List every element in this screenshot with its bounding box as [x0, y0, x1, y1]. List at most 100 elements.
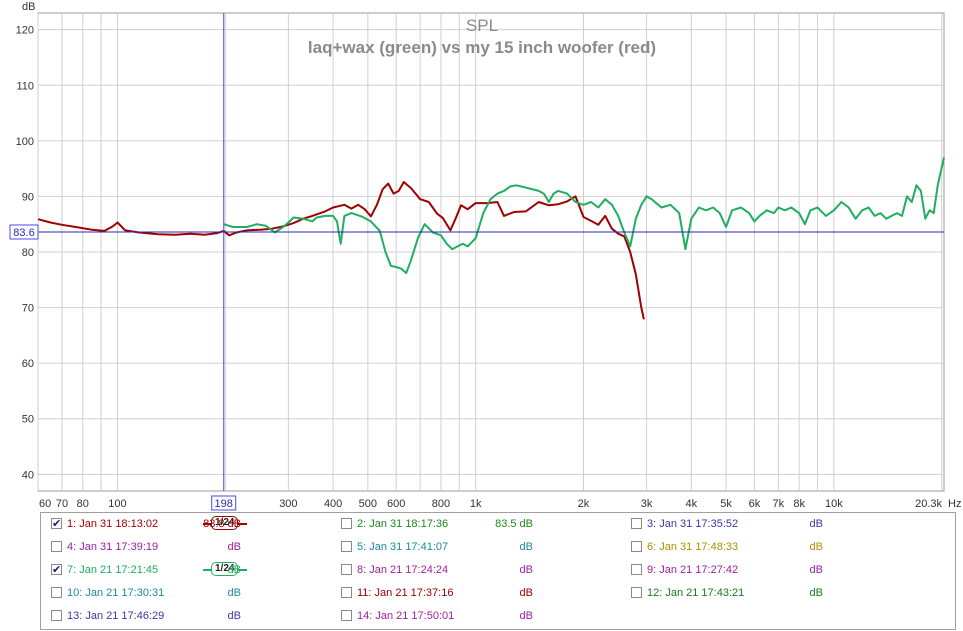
legend-item[interactable]: ✔ 9: Jan 21 17:27:42: [631, 561, 901, 579]
x-tick-label: 600: [387, 498, 405, 510]
legend-label[interactable]: 13: Jan 21 17:46:29: [67, 610, 165, 622]
legend-label[interactable]: 5: Jan 31 17:41:07: [357, 541, 449, 553]
legend-value: dB: [809, 541, 823, 553]
legend-checkbox[interactable]: ✔: [51, 564, 62, 576]
legend-checkbox[interactable]: ✔: [341, 564, 352, 575]
legend-item[interactable]: ✔ 2: Jan 31 18:17:36: [341, 515, 611, 533]
legend-item[interactable]: ✔ 1: Jan 31 18:13:02 1/24: [51, 515, 321, 533]
legend-checkbox[interactable]: ✔: [51, 610, 62, 621]
legend-label[interactable]: 11: Jan 21 17:37:16: [357, 587, 454, 599]
x-tick-label: 60: [39, 498, 51, 510]
x-tick-label: 300: [279, 498, 297, 510]
y-tick-label: 120: [16, 25, 34, 37]
x-tick-label: 500: [359, 498, 377, 510]
y-tick-label: 60: [22, 358, 34, 370]
smoothing-badge[interactable]: 1/24: [211, 562, 239, 576]
legend-checkbox[interactable]: ✔: [631, 587, 642, 598]
y-tick-label: 90: [22, 191, 34, 203]
cursor-x-box: [211, 495, 237, 511]
legend-item[interactable]: ✔ 8: Jan 21 17:24:24: [341, 561, 611, 579]
legend-item[interactable]: ✔ 6: Jan 31 17:48:33: [631, 538, 901, 556]
legend-label[interactable]: 3: Jan 31 17:35:52: [647, 518, 739, 530]
legend-label[interactable]: 14: Jan 21 17:50:01: [357, 610, 455, 622]
legend-line-swatch: [237, 569, 247, 571]
legend-value: dB: [809, 518, 823, 530]
legend-checkbox[interactable]: ✔: [51, 518, 62, 530]
legend-label[interactable]: 1: Jan 31 18:13:02: [67, 518, 159, 530]
legend-checkbox[interactable]: ✔: [51, 541, 62, 552]
legend-label[interactable]: 12: Jan 21 17:43:21: [647, 587, 745, 599]
legend-checkbox[interactable]: ✔: [341, 587, 352, 598]
y-tick-label: 50: [22, 414, 34, 426]
grid-lines: [37, 13, 944, 491]
y-tick-label: 80: [22, 247, 34, 259]
legend-value: 83.8 dB: [203, 518, 241, 530]
x-tick-label: 400: [324, 498, 342, 510]
legend-item[interactable]: ✔ 14: Jan 21 17:50:01: [341, 607, 611, 625]
series-lines: [37, 157, 945, 320]
legend-label[interactable]: 9: Jan 21 17:27:42: [647, 564, 739, 576]
y-axis-unit: dB: [22, 1, 35, 13]
legend-value: dB: [519, 564, 533, 576]
x-tick-label: 70: [56, 498, 68, 510]
legend-checkbox[interactable]: ✔: [341, 610, 352, 621]
y-axis-ticks: 120 110 100 90 80 70 60 50 40: [16, 25, 34, 482]
x-tick-label: 100: [108, 498, 126, 510]
legend-item[interactable]: ✔ 13: Jan 21 17:46:29: [51, 607, 321, 625]
cursor[interactable]: 198 83.6: [9, 13, 944, 511]
cursor-x-label: 198: [215, 498, 233, 510]
legend-checkbox[interactable]: ✔: [631, 564, 642, 575]
y-tick-label: 110: [16, 80, 34, 92]
x-axis-ticks: 60 70 80 100 300 400 500 600 800 1k 2k 3k 4k 5k 6k 7k 8k…: [39, 498, 942, 510]
legend-item[interactable]: ✔ 5: Jan 31 17:41:07: [341, 538, 611, 556]
legend-item[interactable]: ✔ 7: Jan 21 17:21:45 1/24: [51, 561, 321, 579]
legend-value: dB: [519, 610, 533, 622]
y-tick-label: 40: [22, 469, 34, 481]
x-tick-label: 3k: [641, 498, 653, 510]
legend-item[interactable]: ✔ 10: Jan 21 17:30:31: [51, 584, 321, 602]
legend-checkbox[interactable]: ✔: [341, 518, 352, 529]
legend-item[interactable]: ✔ 11: Jan 21 17:37:16: [341, 584, 611, 602]
legend-checkbox[interactable]: ✔: [341, 541, 352, 552]
y-tick-label: 70: [22, 303, 34, 315]
x-tick-label: 800: [432, 498, 450, 510]
legend-item[interactable]: ✔ 12: Jan 21 17:43:21: [631, 584, 901, 602]
legend-value: dB: [809, 564, 823, 576]
legend-checkbox[interactable]: ✔: [631, 541, 642, 552]
x-tick-label: 5k: [720, 498, 732, 510]
x-tick-label: 10k: [825, 498, 843, 510]
legend-label[interactable]: 2: Jan 31 18:17:36: [357, 518, 449, 530]
chart-subtitle: laq+wax (green) vs my 15 inch woofer (re…: [308, 38, 656, 57]
legend-value: dB: [809, 587, 823, 599]
x-tick-label: 7k: [773, 498, 785, 510]
legend-label[interactable]: 7: Jan 21 17:21:45: [67, 564, 159, 576]
x-tick-label: 6k: [749, 498, 761, 510]
legend-value: dB: [519, 541, 533, 553]
legend-value: dB: [227, 587, 241, 599]
checkmark-icon: ✔: [52, 564, 62, 576]
cursor-y-label: 83.6: [13, 227, 34, 239]
legend-label[interactable]: 10: Jan 21 17:30:31: [67, 587, 165, 599]
legend-checkbox[interactable]: ✔: [51, 587, 62, 598]
legend-item[interactable]: ✔ 3: Jan 31 17:35:52: [631, 515, 901, 533]
legend-checkbox[interactable]: ✔: [631, 518, 642, 529]
legend-label[interactable]: 6: Jan 31 17:48:33: [647, 541, 739, 553]
legend-line-swatch: [203, 523, 213, 525]
spl-chart[interactable]: 120 110 100 90 80 70 60 50 40 60 70 80 100 300 400 500…: [0, 0, 963, 512]
legend-label[interactable]: 4: Jan 31 17:39:19: [67, 541, 159, 553]
legend-line-swatch: [203, 569, 213, 571]
chart-title: SPL: [466, 16, 498, 35]
legend-value: 83.5 dB: [495, 518, 533, 530]
legend-value: dB: [519, 587, 533, 599]
x-tick-label: 20.3k: [915, 498, 942, 510]
legend-label[interactable]: 8: Jan 21 17:24:24: [357, 564, 449, 576]
x-tick-label: 1k: [470, 498, 482, 510]
smoothing-badge[interactable]: 1/24: [211, 516, 239, 530]
y-tick-label: 100: [16, 136, 34, 148]
legend-value: dB: [227, 541, 241, 553]
legend-item[interactable]: ✔ 4: Jan 31 17:39:19: [51, 538, 321, 556]
series-line-2: [223, 157, 945, 275]
legend-value: dB: [227, 610, 241, 622]
x-tick-label: 80: [77, 498, 89, 510]
